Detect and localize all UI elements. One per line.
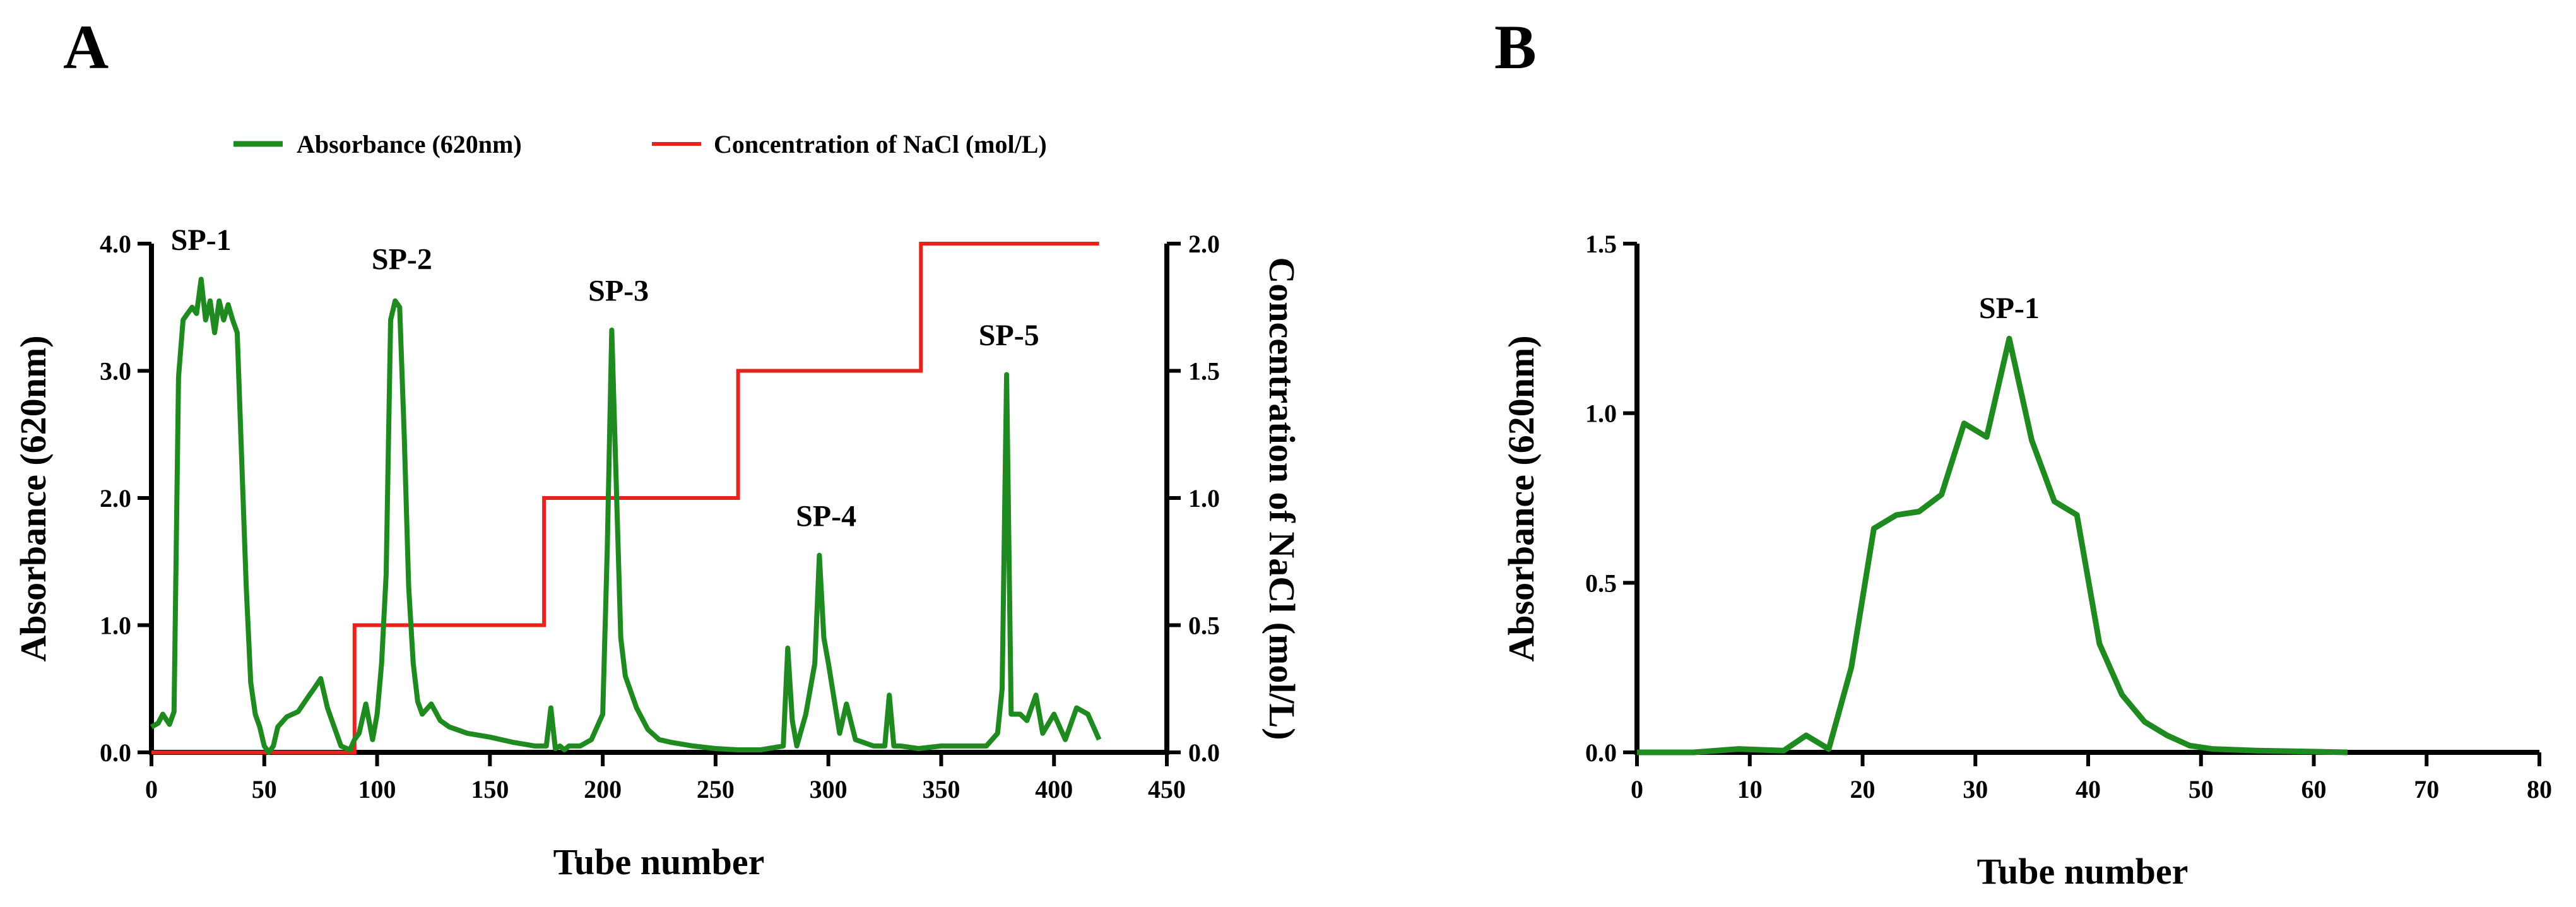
peak-label: SP-4 [796,499,856,533]
x-tick-label: 70 [2414,775,2439,803]
y-axis-title: Absorbance (620nm) [13,335,54,661]
series-line-absorbance [150,276,1102,755]
x-tick-label: 60 [2301,775,2327,803]
chart-a: Absorbance (620nm) Concentration of NaCl… [13,130,1303,882]
legend-label-nacl: Concentration of NaCl (mol/L) [714,130,1047,158]
peak-label: SP-1 [171,223,232,257]
peak-label: SP-2 [372,242,432,276]
x-tick-label: 450 [1148,775,1186,803]
y-tick-label: 4.0 [100,230,131,258]
y-tick-label: 1.5 [1585,230,1617,258]
x-tick-label: 300 [810,775,848,803]
y-tick-label: 1.0 [100,612,131,640]
legend-label-absorbance: Absorbance (620nm) [297,130,522,158]
x-tick-label: 10 [1737,775,1763,803]
y2-tick-label: 0.0 [1188,738,1220,767]
y2-tick-label: 2.0 [1188,230,1220,258]
y-tick-label: 2.0 [100,484,131,513]
y-axis-title: Absorbance (620nm) [1501,335,1542,661]
x-tick-label: 400 [1035,775,1073,803]
x-tick-label: 200 [584,775,622,803]
x-axis-title: Tube number [1977,851,2189,892]
y-tick-label: 0.0 [100,738,131,767]
y-tick-label: 1.0 [1585,400,1617,428]
peak-label: SP-1 [1979,292,2040,325]
y-tick-label: 0.5 [1585,569,1617,597]
x-tick-label: 350 [922,775,960,803]
series-line-nacl [151,242,1099,754]
x-axis-title: Tube number [553,841,765,882]
y2-tick-label: 1.0 [1188,484,1220,513]
panel-label-a: A [63,12,109,82]
chart-b: 0 10 20 30 40 50 60 70 80 0.0 0.5 1.0 1.5 SP-1 Tube… [1501,230,2552,892]
y2-tick-label: 0.5 [1188,612,1220,640]
x-tick-label: 150 [471,775,509,803]
x-tick-label: 250 [697,775,735,803]
y-tick-label: 3.0 [100,357,131,386]
x-tick-label: 20 [1850,775,1876,803]
series-line-absorbance [1637,336,2348,756]
y-tick-label: 0.0 [1585,738,1617,767]
x-tick-label: 30 [1963,775,1988,803]
x-tick-label: 50 [252,775,277,803]
peak-label: SP-5 [979,319,1039,352]
peak-label: SP-3 [588,275,649,308]
x-tick-label: 0 [1631,775,1643,803]
y2-axis-title: Concentration of NaCl (mol/L) [1261,257,1303,740]
x-tick-label: 100 [358,775,396,803]
panel-label-b: B [1494,12,1537,82]
y2-tick-label: 1.5 [1188,357,1220,386]
x-tick-label: 80 [2527,775,2552,803]
x-tick-label: 40 [2076,775,2101,803]
x-tick-label: 50 [2189,775,2214,803]
legend: Absorbance (620nm) Concentration of NaCl… [233,130,1047,158]
x-tick-label: 0 [145,775,158,803]
